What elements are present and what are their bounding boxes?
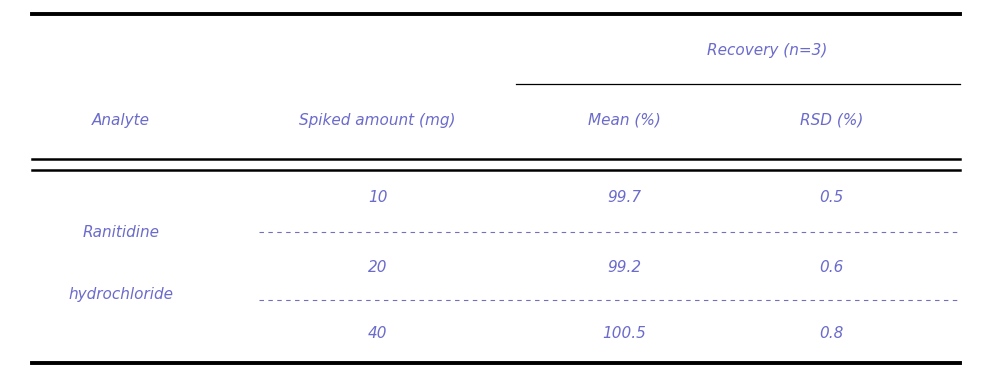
Text: 99.2: 99.2 bbox=[607, 260, 641, 275]
Text: 100.5: 100.5 bbox=[602, 326, 646, 341]
Text: hydrochloride: hydrochloride bbox=[68, 287, 174, 303]
Text: 99.7: 99.7 bbox=[607, 190, 641, 205]
Text: Analyte: Analyte bbox=[92, 113, 150, 128]
Text: RSD (%): RSD (%) bbox=[800, 113, 863, 128]
Text: 0.8: 0.8 bbox=[819, 326, 843, 341]
Text: 10: 10 bbox=[368, 190, 388, 205]
Text: 40: 40 bbox=[368, 326, 388, 341]
Text: Spiked amount (mg): Spiked amount (mg) bbox=[300, 113, 456, 128]
Text: 0.5: 0.5 bbox=[819, 190, 843, 205]
Text: Ranitidine: Ranitidine bbox=[82, 225, 160, 240]
Text: Mean (%): Mean (%) bbox=[588, 113, 661, 128]
Text: Recovery (n=3): Recovery (n=3) bbox=[707, 43, 827, 58]
Text: 20: 20 bbox=[368, 260, 388, 275]
Text: 0.6: 0.6 bbox=[819, 260, 843, 275]
